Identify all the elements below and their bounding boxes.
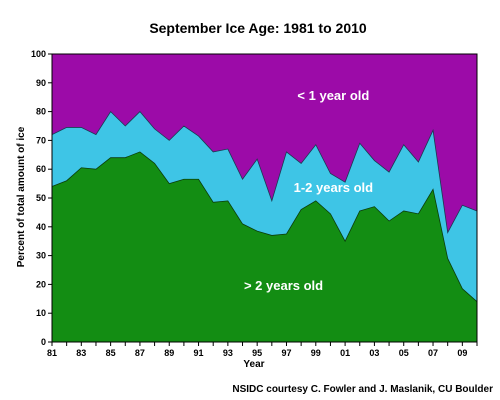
x-tick-label: 83 <box>76 348 86 358</box>
x-tick-label: 07 <box>428 348 438 358</box>
x-tick-label: 05 <box>399 348 409 358</box>
x-tick-label: 99 <box>311 348 321 358</box>
y-axis-label: Percent of total amount of ice <box>16 126 27 267</box>
x-tick-label: 87 <box>135 348 145 358</box>
y-tick-label: 30 <box>36 251 46 261</box>
x-tick-label: 81 <box>47 348 57 358</box>
x-axis-label: Year <box>243 359 264 370</box>
y-tick-label: 70 <box>36 135 46 145</box>
y-axis: 0 10 20 30 40 50 60 70 80 90 100 <box>31 49 52 347</box>
series-area-over-2-years <box>52 151 477 342</box>
y-tick-label: 80 <box>36 107 46 117</box>
x-tick-label: 03 <box>369 348 379 358</box>
y-tick-label: 20 <box>36 279 46 289</box>
x-tick-label: 89 <box>164 348 174 358</box>
series-line-over-2-years <box>51 151 478 302</box>
y-tick-label: 100 <box>31 49 46 59</box>
legend-label-over-2-years: > 2 years old <box>244 278 323 293</box>
y-tick-label: 10 <box>36 308 46 318</box>
legend-label-under-1-year: < 1 year old <box>297 88 369 103</box>
x-tick-label: 01 <box>340 348 350 358</box>
x-axis: 81 83 85 87 89 91 93 95 97 99 01 03 05 07 09 <box>47 342 478 358</box>
x-tick-label: 95 <box>252 348 262 358</box>
y-tick-label: 0 <box>41 337 46 347</box>
source-credit: NSIDC courtesy C. Fowler and J. Maslanik… <box>232 384 493 395</box>
plot-area <box>51 53 478 343</box>
y-tick-label: 90 <box>36 78 46 88</box>
x-tick-label: 91 <box>194 348 204 358</box>
y-tick-label: 40 <box>36 222 46 232</box>
chart-title: September Ice Age: 1981 to 2010 <box>149 20 367 36</box>
x-tick-label: 93 <box>223 348 233 358</box>
series-line-1-2-years <box>51 110 478 234</box>
y-tick-label: 60 <box>36 164 46 174</box>
x-tick-label: 97 <box>281 348 291 358</box>
legend-label-1-2-years: 1-2 years old <box>294 180 374 195</box>
y-tick-label: 50 <box>36 193 46 203</box>
x-tick-label: 09 <box>457 348 467 358</box>
x-tick-label: 85 <box>106 348 116 358</box>
